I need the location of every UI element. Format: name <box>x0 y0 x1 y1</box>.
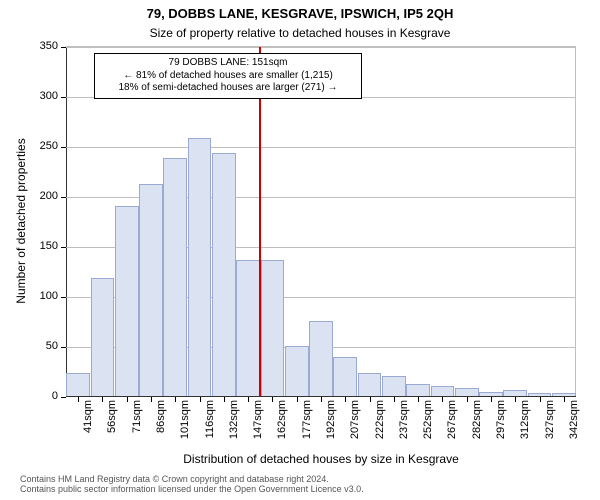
x-tick-label: 71sqm <box>131 400 143 450</box>
chart-title-line2: Size of property relative to detached ho… <box>0 26 600 40</box>
y-axis-label: Number of detached properties <box>14 46 28 396</box>
x-tick <box>102 397 103 402</box>
x-tick-label: 297sqm <box>495 400 507 450</box>
bar <box>91 278 115 396</box>
footer-line2: Contains public sector information licen… <box>20 484 580 494</box>
x-tick-label: 207sqm <box>349 400 361 450</box>
annotation-line3: 18% of semi-detached houses are larger (… <box>101 82 355 95</box>
bar <box>285 346 309 396</box>
bar <box>552 393 576 396</box>
y-tick-label: 0 <box>28 390 58 402</box>
x-tick-label: 312sqm <box>519 400 531 450</box>
bar <box>431 386 455 396</box>
chart-container: 79, DOBBS LANE, KESGRAVE, IPSWICH, IP5 2… <box>0 0 600 500</box>
x-tick-label: 342sqm <box>568 400 580 450</box>
plot-area: 05010015020025030035041sqm56sqm71sqm86sq… <box>66 46 576 396</box>
x-tick-label: 41sqm <box>82 400 94 450</box>
x-tick <box>564 397 565 402</box>
y-tick-label: 150 <box>28 240 58 252</box>
x-tick <box>224 397 225 402</box>
x-tick <box>442 397 443 402</box>
x-tick <box>345 397 346 402</box>
y-tick-label: 100 <box>28 290 58 302</box>
y-tick-label: 300 <box>28 90 58 102</box>
x-tick-label: 192sqm <box>325 400 337 450</box>
x-tick <box>491 397 492 402</box>
x-tick-label: 56sqm <box>106 400 118 450</box>
bar <box>261 260 285 396</box>
y-tick-label: 250 <box>28 140 58 152</box>
x-tick-label: 86sqm <box>155 400 167 450</box>
bar <box>503 390 527 396</box>
x-tick-label: 101sqm <box>179 400 191 450</box>
x-tick-label: 162sqm <box>276 400 288 450</box>
bar <box>66 373 90 396</box>
bar <box>358 373 382 396</box>
x-axis-label: Distribution of detached houses by size … <box>66 452 576 466</box>
annotation-line2: ← 81% of detached houses are smaller (1,… <box>101 70 355 83</box>
x-tick <box>78 397 79 402</box>
bar <box>309 321 333 396</box>
bar <box>528 393 552 396</box>
x-tick-label: 147sqm <box>252 400 264 450</box>
bar <box>406 384 430 396</box>
x-tick <box>127 397 128 402</box>
x-tick <box>248 397 249 402</box>
bar <box>236 260 260 396</box>
x-tick <box>515 397 516 402</box>
bar <box>115 206 139 396</box>
bar <box>163 158 187 396</box>
x-tick-label: 116sqm <box>204 400 216 450</box>
bar <box>212 153 236 396</box>
x-tick-label: 237sqm <box>398 400 410 450</box>
x-tick <box>540 397 541 402</box>
x-tick <box>297 397 298 402</box>
x-tick-label: 222sqm <box>374 400 386 450</box>
x-tick <box>200 397 201 402</box>
x-tick-label: 282sqm <box>471 400 483 450</box>
x-tick-label: 132sqm <box>228 400 240 450</box>
y-tick <box>61 397 66 398</box>
y-axis-line <box>66 47 67 397</box>
x-tick <box>394 397 395 402</box>
y-tick-label: 350 <box>28 40 58 52</box>
x-tick <box>272 397 273 402</box>
footer-line1: Contains HM Land Registry data © Crown c… <box>20 474 580 484</box>
reference-line <box>259 47 261 396</box>
gridline <box>66 47 576 48</box>
x-tick-label: 327sqm <box>544 400 556 450</box>
bar <box>382 376 406 396</box>
x-tick-label: 177sqm <box>301 400 313 450</box>
chart-title-line1: 79, DOBBS LANE, KESGRAVE, IPSWICH, IP5 2… <box>0 6 600 21</box>
y-tick-label: 50 <box>28 340 58 352</box>
bar <box>139 184 163 396</box>
bar <box>333 357 357 396</box>
annotation-line1: 79 DOBBS LANE: 151sqm <box>101 57 355 70</box>
bar <box>455 388 479 396</box>
x-tick-label: 267sqm <box>446 400 458 450</box>
x-tick <box>151 397 152 402</box>
footer: Contains HM Land Registry data © Crown c… <box>20 474 580 494</box>
x-tick <box>370 397 371 402</box>
x-tick <box>175 397 176 402</box>
x-tick <box>321 397 322 402</box>
bar <box>188 138 212 396</box>
x-tick <box>467 397 468 402</box>
bar <box>479 392 503 396</box>
x-tick-label: 252sqm <box>422 400 434 450</box>
x-tick <box>418 397 419 402</box>
gridline <box>66 147 576 148</box>
y-tick-label: 200 <box>28 190 58 202</box>
annotation-box: 79 DOBBS LANE: 151sqm ← 81% of detached … <box>94 53 362 99</box>
